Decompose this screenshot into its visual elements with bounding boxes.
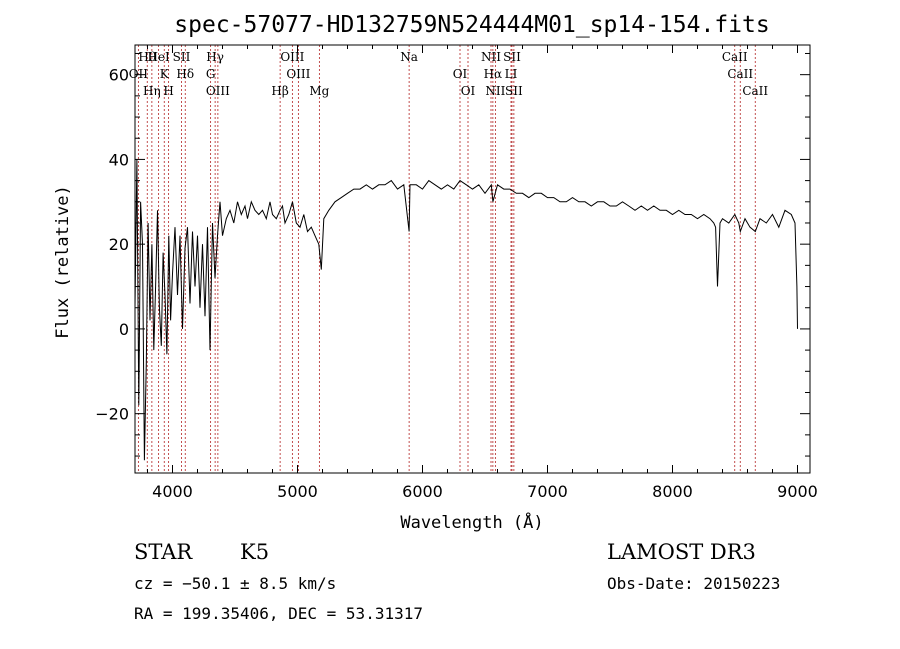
x-tick-label: 4000 xyxy=(152,482,193,501)
emission-line-label: Na xyxy=(400,50,418,64)
x-tick-label: 7000 xyxy=(527,482,568,501)
y-tick-label: 60 xyxy=(109,66,129,85)
emission-line-label: SII xyxy=(505,84,523,98)
emission-line-label: Hβ xyxy=(271,84,288,98)
emission-line-labels: Hθ OII Hη HeI KH SII Hδ OIII Hγ G Hβ OIII OIII Mg Na OI… xyxy=(129,50,769,98)
y-axis-label: Flux (relative) xyxy=(53,185,73,339)
plot-frame xyxy=(134,44,811,474)
x-axis-label: Wavelength (Å) xyxy=(400,511,543,533)
observation-date: Obs-Date: 20150223 xyxy=(607,574,780,593)
emission-line-label: SII xyxy=(173,50,191,64)
emission-line-label: OIII xyxy=(280,50,304,64)
y-tick-label: 20 xyxy=(109,235,129,254)
emission-line-label: K xyxy=(160,67,170,81)
emission-line-label: NII xyxy=(485,84,505,98)
emission-line-label: Hγ xyxy=(206,50,224,64)
spectrum-series-line xyxy=(134,159,798,461)
redshift-cz: cz = −50.1 ± 8.5 km/s xyxy=(134,574,336,593)
x-tick-label: 5000 xyxy=(277,482,318,501)
emission-line-label: Hη xyxy=(143,84,161,98)
object-subclass: K5 xyxy=(240,540,269,564)
emission-line-label: Hδ xyxy=(176,67,194,81)
emission-line-label: OI xyxy=(453,67,468,81)
x-tick-label: 6000 xyxy=(402,482,443,501)
x-tick-label: 9000 xyxy=(777,482,818,501)
object-class: STAR xyxy=(134,540,193,564)
emission-line-label: OIII xyxy=(206,84,230,98)
y-axis-ticks: −20 0 20 40 60 xyxy=(95,52,810,457)
emission-line-label: SII xyxy=(503,50,521,64)
emission-line-label: OII xyxy=(129,67,149,81)
x-axis-ticks: 4000 5000 6000 7000 8000 9000 xyxy=(147,45,818,501)
emission-line-label: CaII xyxy=(742,84,768,98)
y-tick-label: 0 xyxy=(119,320,129,339)
emission-line-label: OIII xyxy=(286,67,310,81)
chart-title: spec-57077-HD132759N524444M01_sp14-154.f… xyxy=(174,12,769,38)
emission-line-label: H xyxy=(163,84,173,98)
emission-line-label: CaII xyxy=(727,67,753,81)
emission-line-label: NII xyxy=(481,50,501,64)
emission-line-label: Hα xyxy=(484,67,503,81)
emission-line-label: Hθ xyxy=(138,50,156,64)
y-tick-label: −20 xyxy=(95,405,129,424)
x-tick-label: 8000 xyxy=(652,482,693,501)
emission-line-label: HeI xyxy=(147,50,170,64)
emission-line-label: LI xyxy=(505,67,518,81)
survey-name: LAMOST DR3 xyxy=(607,540,756,564)
emission-line-label: G xyxy=(206,67,216,81)
emission-line-markers xyxy=(137,45,756,473)
emission-line-label: Mg xyxy=(309,84,329,98)
emission-line-label: OI xyxy=(461,84,476,98)
y-tick-label: 40 xyxy=(109,150,129,169)
ra-dec-coordinates: RA = 199.35406, DEC = 53.31317 xyxy=(134,604,423,623)
emission-line-label: CaII xyxy=(722,50,748,64)
